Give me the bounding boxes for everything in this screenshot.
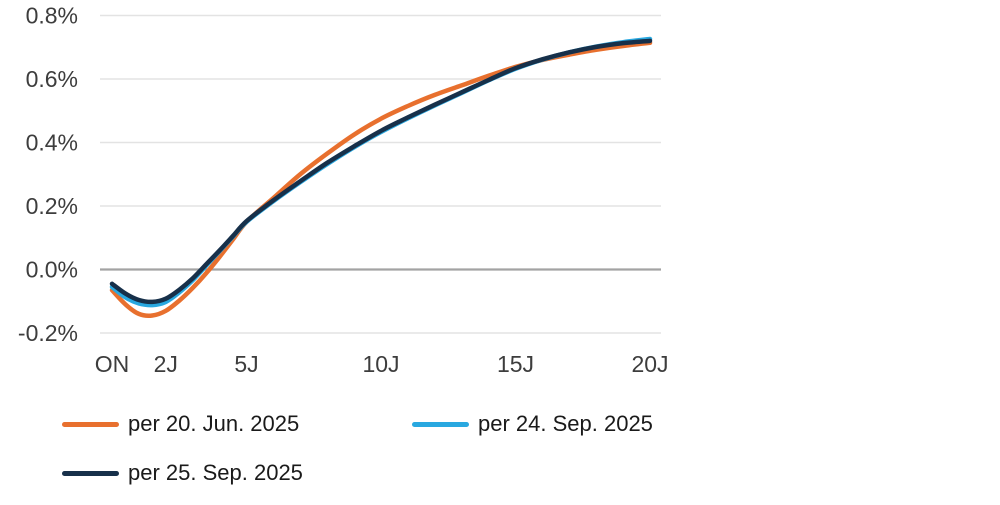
legend-swatch-navy <box>62 470 119 476</box>
y-axis-tick-0.2%: 0.2% <box>26 193 78 219</box>
y-axis-tick-0.4%: 0.4% <box>26 130 78 156</box>
y-axis-tick-0.8%: 0.8% <box>26 3 78 29</box>
x-axis-tick-ON: ON <box>95 351 130 377</box>
legend-item-per-24-sep-2025: per 24. Sep. 2025 <box>412 410 653 438</box>
legend-label: per 24. Sep. 2025 <box>478 411 653 436</box>
y-axis-tick-0.6%: 0.6% <box>26 66 78 92</box>
legend-swatch-orange <box>62 421 119 427</box>
y-axis-tick-0.0%: 0.0% <box>26 257 78 283</box>
x-axis-tick-20J: 20J <box>631 351 668 377</box>
curve-per-20-jun-2025 <box>109 40 653 319</box>
chart-legend: per 20. Jun. 2025 per 24. Sep. 2025 per … <box>62 410 653 487</box>
y-axis-tick--0.2%: -0.2% <box>18 320 78 346</box>
legend-item-per-20-jun-2025: per 20. Jun. 2025 <box>62 410 412 438</box>
legend-swatch-lightblue <box>412 421 469 427</box>
x-axis-tick-5J: 5J <box>234 351 258 377</box>
legend-item-per-25-sep-2025: per 25. Sep. 2025 <box>62 459 412 487</box>
legend-label: per 25. Sep. 2025 <box>128 460 303 485</box>
x-axis-tick-10J: 10J <box>362 351 399 377</box>
legend-label: per 20. Jun. 2025 <box>128 411 300 436</box>
x-axis-tick-15J: 15J <box>497 351 534 377</box>
x-axis-tick-2J: 2J <box>154 351 178 377</box>
curve-per-25-sep-2025 <box>109 38 653 305</box>
yield-curve-chart: 0.8% 0.6% 0.4% 0.2% 0.0% -0.2% ON 2J 5J 10J 15J 20J <box>18 3 669 378</box>
